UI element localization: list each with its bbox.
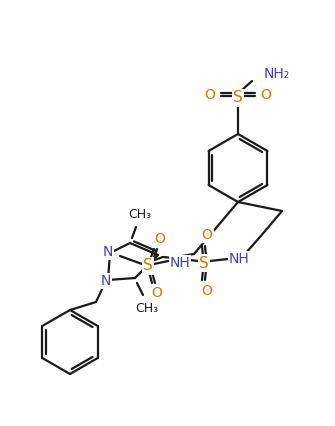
Text: S: S xyxy=(233,90,243,106)
Text: NH₂: NH₂ xyxy=(264,67,290,81)
Text: N: N xyxy=(101,274,111,288)
Text: O: O xyxy=(151,286,162,300)
Text: O: O xyxy=(202,284,212,298)
Text: CH₃: CH₃ xyxy=(128,208,151,222)
Text: NH: NH xyxy=(170,256,190,270)
Text: S: S xyxy=(143,259,153,273)
Text: S: S xyxy=(199,256,209,271)
Text: O: O xyxy=(154,232,165,246)
Text: O: O xyxy=(205,88,215,102)
Text: O: O xyxy=(202,228,212,242)
Text: O: O xyxy=(261,88,271,102)
Text: CH₃: CH₃ xyxy=(135,302,158,314)
Text: N: N xyxy=(103,245,113,259)
Text: NH: NH xyxy=(228,252,249,266)
